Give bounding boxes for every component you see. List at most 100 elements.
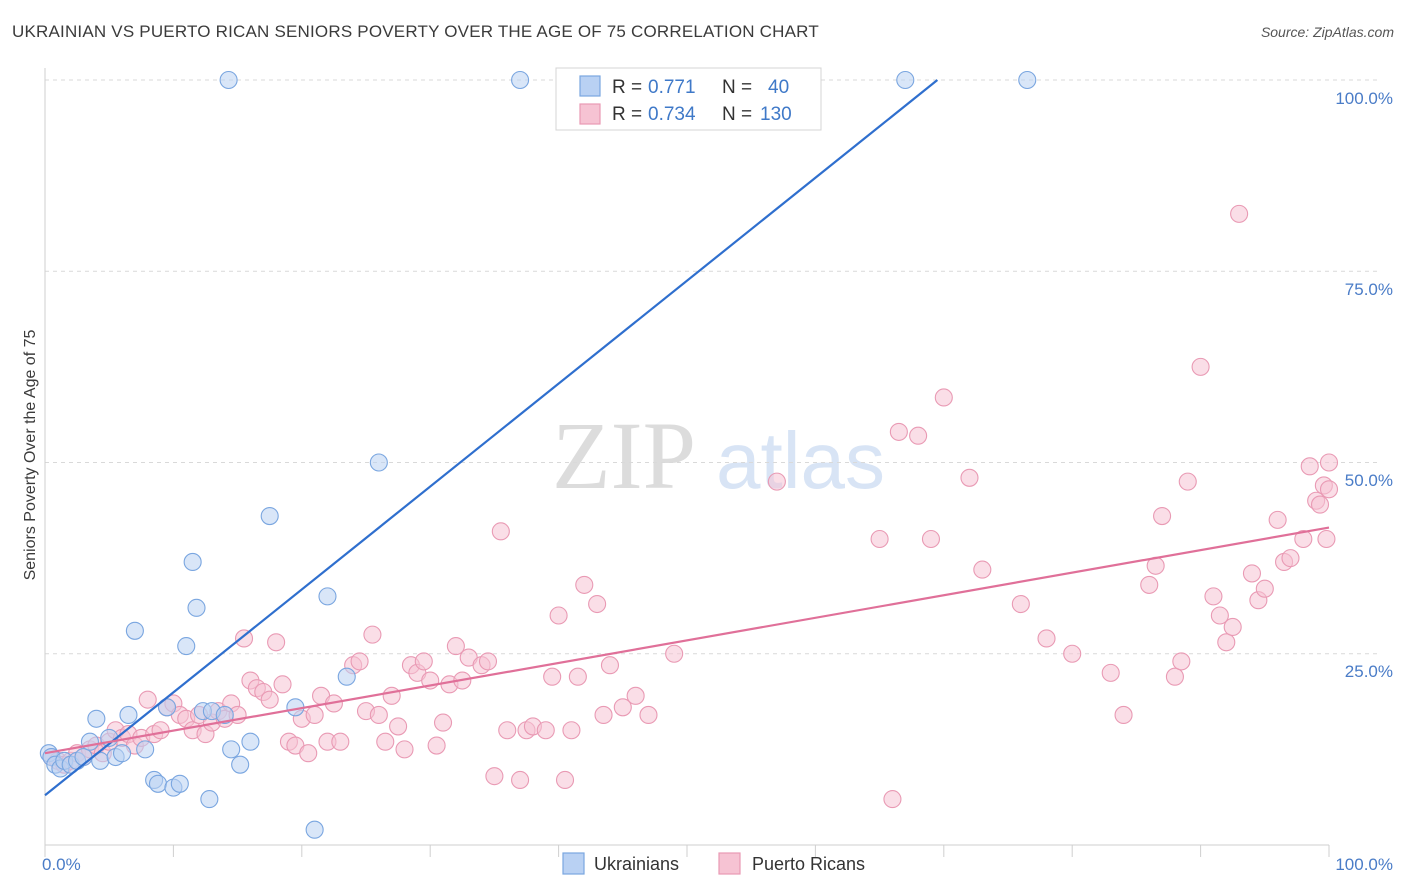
ukrainians-point <box>318 587 337 606</box>
x-tick-label-0: 0.0% <box>42 855 81 874</box>
gridlines <box>45 79 1380 655</box>
ukrainians-point <box>170 774 189 793</box>
puerto-ricans-point <box>870 529 889 549</box>
x-tick-label-100: 100.0% <box>1335 855 1393 874</box>
puerto-ricans-point <box>1268 510 1287 529</box>
puerto-ricans-point <box>1319 453 1339 472</box>
ukrainians-point <box>112 744 132 763</box>
puerto-ricans-point <box>305 705 324 725</box>
puerto-ricans-point <box>1300 457 1319 476</box>
ukrainians-point <box>222 740 241 759</box>
puerto-ricans-point <box>1101 663 1120 682</box>
ukrainians-point <box>200 790 219 809</box>
bottom-legend-label-puerto-ricans: Puerto Ricans <box>752 854 865 874</box>
ukrainians-point <box>337 667 356 686</box>
puerto-ricans-point <box>1178 472 1197 491</box>
puerto-ricans-point <box>498 721 517 740</box>
legend-r-value-puerto-ricans: 0.734 <box>648 104 696 125</box>
legend-n-label-ukrainians: N = <box>722 77 752 98</box>
ukrainians-point <box>241 732 260 751</box>
y-tick-label-75: 75.0% <box>1345 280 1393 299</box>
puerto-ricans-point <box>600 656 620 675</box>
puerto-ricans-point <box>594 705 613 725</box>
puerto-ricans-point <box>382 686 401 705</box>
puerto-ricans-point <box>536 721 555 740</box>
puerto-ricans-point <box>260 690 279 709</box>
puerto-ricans-point <box>1153 506 1172 526</box>
ukrainians-point <box>260 506 279 526</box>
puerto-ricans-point <box>626 686 645 705</box>
legend-r-label-ukrainians: R = <box>612 77 642 98</box>
puerto-ricans-point <box>889 422 908 441</box>
puerto-ricans-point <box>151 721 170 740</box>
legend-n-value-ukrainians: 40 <box>768 77 789 98</box>
puerto-ricans-point <box>1281 549 1300 568</box>
bottom-legend-swatch-ukrainians <box>562 852 585 875</box>
puerto-ricans-point <box>543 667 562 686</box>
puerto-ricans-point <box>511 770 530 790</box>
puerto-ricans-point <box>1255 579 1274 598</box>
puerto-ricans-point <box>369 705 388 725</box>
puerto-ricans-point <box>665 644 684 663</box>
ukrainians-point <box>511 70 530 90</box>
puerto-ricans-trendline <box>44 526 1330 755</box>
puerto-ricans-point <box>1317 529 1336 549</box>
puerto-ricans-point <box>1191 357 1210 376</box>
puerto-ricans-point <box>478 652 498 671</box>
puerto-ricans-point <box>973 560 992 579</box>
ukrainians-point <box>136 740 155 759</box>
ukrainians-point <box>896 70 915 90</box>
y-tick-label-50: 50.0% <box>1345 471 1393 490</box>
watermark-zip: ZIP <box>552 402 696 509</box>
puerto-ricans-point <box>299 744 318 763</box>
puerto-ricans-point <box>1319 480 1339 499</box>
puerto-ricans-point <box>767 472 786 491</box>
puerto-ricans-point <box>549 606 568 625</box>
ukrainians-point <box>177 637 196 656</box>
puerto-ricans-point <box>331 732 350 751</box>
ukrainians-point <box>215 705 234 725</box>
puerto-ricans-point <box>234 629 254 648</box>
puerto-ricans-point <box>568 667 587 686</box>
series-legend: Ukrainians Puerto Ricans <box>562 852 865 875</box>
puerto-ricans-point <box>395 740 414 759</box>
ukrainians-point <box>74 747 93 767</box>
puerto-ricans-point <box>1204 587 1223 606</box>
puerto-ricans-point <box>639 705 658 725</box>
puerto-ricans-point <box>1230 204 1249 223</box>
ukrainians-points <box>39 70 1037 839</box>
puerto-ricans-point <box>1217 633 1236 652</box>
puerto-ricans-point <box>1223 617 1242 637</box>
y-axis-label: Seniors Poverty Over the Age of 75 <box>22 330 39 581</box>
legend-r-label-puerto-ricans: R = <box>612 104 642 125</box>
puerto-ricans-point <box>1011 594 1030 614</box>
ukrainians-point <box>87 709 106 728</box>
puerto-ricans-point <box>1165 667 1184 686</box>
ukrainians-point <box>187 598 206 617</box>
puerto-ricans-point <box>613 698 632 717</box>
legend-swatch-puerto-ricans <box>579 103 601 125</box>
ukrainians-point <box>1018 70 1037 90</box>
puerto-ricans-point <box>1210 606 1229 625</box>
chart-title: UKRAINIAN VS PUERTO RICAN SENIORS POVERT… <box>12 22 819 41</box>
legend-swatch-ukrainians <box>579 75 601 97</box>
ukrainians-point <box>119 705 138 725</box>
puerto-ricans-point <box>588 594 607 614</box>
puerto-ricans-point <box>1172 652 1191 671</box>
puerto-ricans-point <box>363 625 382 644</box>
puerto-ricans-point <box>883 790 902 809</box>
puerto-ricans-point <box>491 522 510 541</box>
puerto-ricans-point <box>414 652 433 671</box>
y-tick-label-25: 25.0% <box>1345 662 1393 681</box>
legend-n-value-puerto-ricans: 130 <box>760 104 792 125</box>
ukrainians-point <box>219 70 238 90</box>
puerto-ricans-point <box>376 732 395 751</box>
ukrainians-trendline <box>44 79 939 797</box>
puerto-ricans-point <box>267 633 286 652</box>
source-credit: Source: ZipAtlas.com <box>1260 24 1394 40</box>
ukrainians-point <box>125 621 144 640</box>
puerto-ricans-point <box>909 426 928 445</box>
puerto-ricans-point <box>485 767 504 786</box>
puerto-ricans-point <box>1140 575 1159 594</box>
